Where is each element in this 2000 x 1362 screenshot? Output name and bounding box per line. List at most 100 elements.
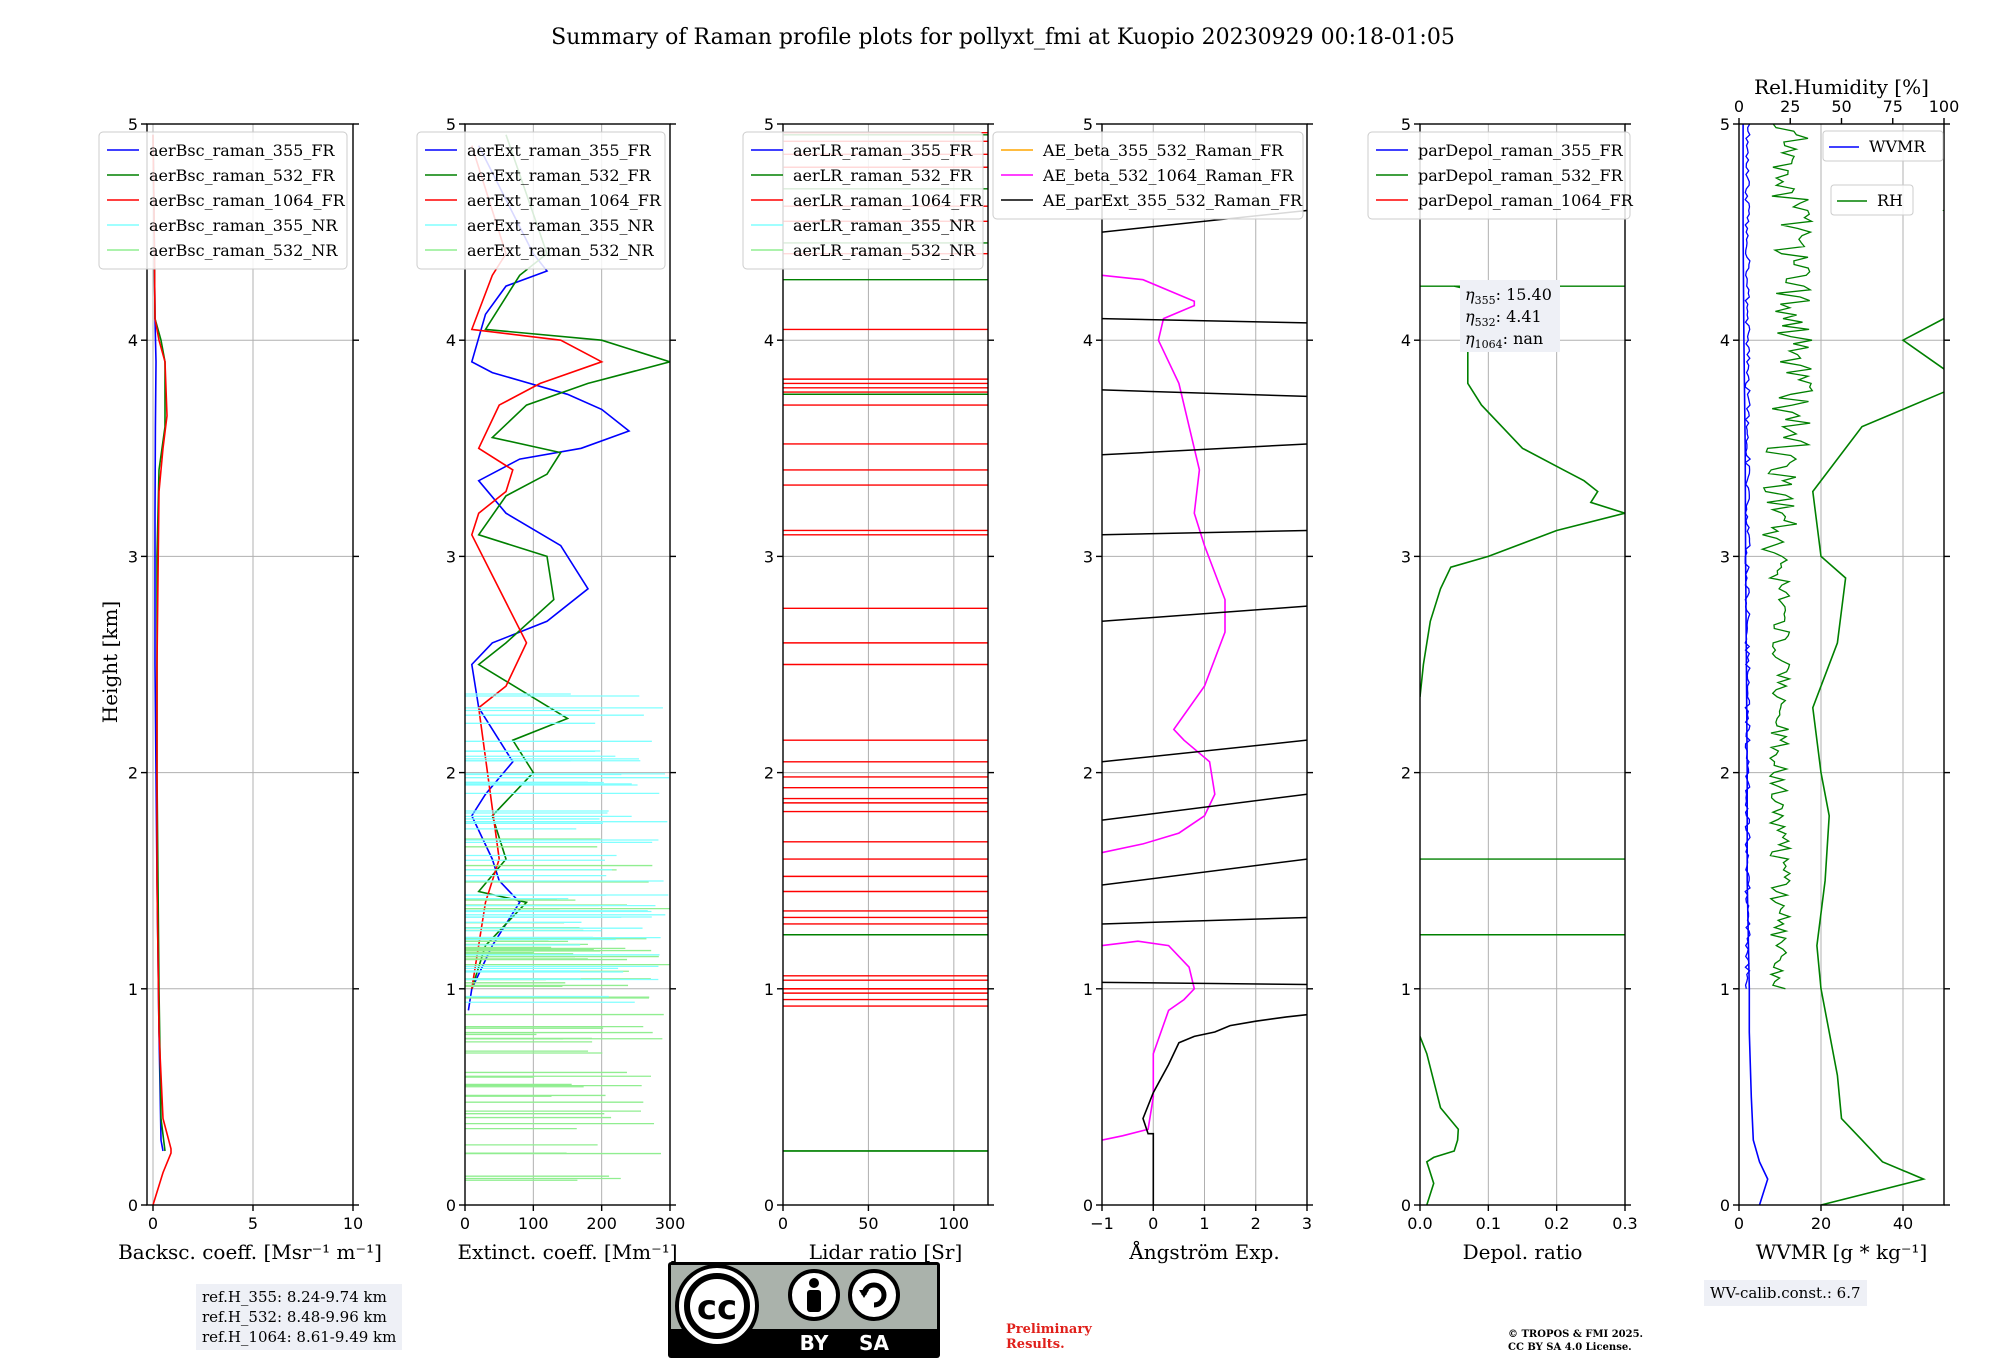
top-x-tick-label: 100 bbox=[1929, 97, 1960, 116]
legend-box bbox=[416, 131, 666, 270]
y-tick-label: 3 bbox=[128, 547, 138, 566]
panel-data-wv bbox=[1742, 124, 1944, 1205]
ref-h-532: ref.H_532: 8.48-9.96 km bbox=[202, 1308, 387, 1326]
panel-frame bbox=[146, 123, 354, 1206]
y-tick-label: 0 bbox=[1083, 1196, 1093, 1215]
legend-box bbox=[742, 131, 984, 270]
legend-label-aerExt_raman_532_NR: aerExt_raman_532_NR bbox=[467, 241, 655, 260]
legend-label-aerLR_raman_532_NR: aerLR_raman_532_NR bbox=[793, 241, 976, 260]
panel-data-lr bbox=[783, 131, 988, 1152]
y-tick-label: 2 bbox=[764, 764, 774, 783]
series-line-RH bbox=[1811, 209, 1944, 1205]
x-tick-label: 3 bbox=[1302, 1214, 1312, 1233]
x-tick-label: 0.0 bbox=[1407, 1214, 1432, 1233]
x-axis-label: Depol. ratio bbox=[1463, 1240, 1583, 1264]
y-tick-label: 5 bbox=[764, 115, 774, 134]
legend-label-aerExt_raman_532_FR: aerExt_raman_532_FR bbox=[467, 166, 652, 185]
y-tick-label: 0 bbox=[128, 1196, 138, 1215]
svg-text:SA: SA bbox=[859, 1331, 889, 1355]
legend-label-AE_beta_355_532_Raman_FR: AE_beta_355_532_Raman_FR bbox=[1042, 141, 1284, 160]
y-tick-label: 2 bbox=[1720, 764, 1730, 783]
y-tick-label: 0 bbox=[764, 1196, 774, 1215]
y-tick-label: 0 bbox=[1401, 1196, 1411, 1215]
legend-box bbox=[1367, 131, 1631, 220]
series-mark-AE-parExt bbox=[1102, 981, 1307, 986]
preliminary-line-1: Preliminary bbox=[1006, 1322, 1092, 1337]
legend-label-AE_beta_532_1064_Raman_FR: AE_beta_532_1064_Raman_FR bbox=[1042, 166, 1294, 185]
top-x-tick-label: 75 bbox=[1883, 97, 1903, 116]
series-line-RH-noise bbox=[1760, 124, 1814, 990]
y-tick-label: 4 bbox=[128, 331, 138, 350]
x-axis-label: Lidar ratio [Sr] bbox=[809, 1240, 963, 1264]
y-tick-label: 1 bbox=[1401, 980, 1411, 999]
series-line-aerExt_raman_355_FR bbox=[467, 145, 631, 1011]
series-mark-AE-parExt bbox=[1102, 739, 1307, 763]
y-tick-label: 4 bbox=[1720, 331, 1730, 350]
svg-text:cc: cc bbox=[697, 1288, 737, 1328]
series-line-AE_beta_532_1064_Raman_FR bbox=[1102, 940, 1196, 1141]
x-tick-label: 0.1 bbox=[1476, 1214, 1501, 1233]
series-line-parDepol_raman_532_FR bbox=[1420, 1036, 1460, 1205]
legend-label-parDepol_raman_532_FR: parDepol_raman_532_FR bbox=[1418, 166, 1624, 185]
x-tick-label: 0 bbox=[460, 1214, 470, 1233]
preliminary-results-note: Preliminary Results. bbox=[1006, 1322, 1092, 1352]
wv-calib-const: WV-calib.const.: 6.7 bbox=[1710, 1284, 1861, 1302]
legend-label-aerLR_raman_355_NR: aerLR_raman_355_NR bbox=[793, 216, 976, 235]
x-tick-label: 1 bbox=[1199, 1214, 1209, 1233]
y-tick-label: 5 bbox=[1720, 115, 1730, 134]
y-tick-label: 5 bbox=[446, 115, 456, 134]
legend-label-aerBsc_raman_532_NR: aerBsc_raman_532_NR bbox=[149, 241, 338, 260]
y-tick-label: 4 bbox=[1401, 331, 1411, 350]
series-line-aerExt_raman_1064_FR bbox=[470, 145, 604, 989]
figure-title: Summary of Raman profile plots for polly… bbox=[551, 25, 1455, 50]
y-tick-label: 3 bbox=[1401, 547, 1411, 566]
wv-calib-box: WV-calib.const.: 6.7 bbox=[1704, 1280, 1867, 1306]
y-tick-label: 5 bbox=[128, 115, 138, 134]
series-line-WVMR bbox=[1742, 124, 1769, 1205]
y-tick-label: 5 bbox=[1401, 115, 1411, 134]
x-tick-label: 0 bbox=[148, 1214, 158, 1233]
ref-h-355: ref.H_355: 8.24-9.74 km bbox=[202, 1288, 387, 1306]
legend-label-parDepol_raman_1064_FR: parDepol_raman_1064_FR bbox=[1418, 191, 1634, 210]
y-tick-label: 2 bbox=[446, 764, 456, 783]
series-mark-AE-parExt bbox=[1102, 605, 1307, 623]
x-tick-label: −1 bbox=[1090, 1214, 1114, 1233]
ref-h-1064: ref.H_1064: 8.61-9.49 km bbox=[202, 1328, 397, 1346]
preliminary-line-2: Results. bbox=[1006, 1337, 1065, 1352]
eta-532: η532: 4.41 bbox=[1465, 307, 1542, 329]
eta-box-bg bbox=[1460, 280, 1560, 352]
x-tick-label: 0.2 bbox=[1544, 1214, 1569, 1233]
legend-label-aerExt_raman_355_FR: aerExt_raman_355_FR bbox=[467, 141, 652, 160]
panel-data-ext bbox=[465, 134, 670, 1181]
legend-box bbox=[98, 131, 348, 270]
copyright-line-1: © TROPOS & FMI 2025. bbox=[1508, 1329, 1644, 1340]
legend-label-aerBsc_raman_1064_FR: aerBsc_raman_1064_FR bbox=[149, 191, 346, 210]
y-tick-label: 1 bbox=[446, 980, 456, 999]
reference-height-box: ref.H_355: 8.24-9.74 km ref.H_532: 8.48-… bbox=[196, 1284, 403, 1350]
x-axis-label: Extinct. coeff. [Mm⁻¹] bbox=[457, 1240, 677, 1264]
top-x-tick-label: 25 bbox=[1780, 97, 1800, 116]
legend-dep: parDepol_raman_355_FR parDepol_raman_532_… bbox=[1367, 131, 1634, 220]
legend-WVMR: WVMR bbox=[1822, 130, 1944, 162]
panel-ext: 0 1 2 3 4 5 0 100 200 300 Extinct. coeff. [Mm⁻¹] ae… bbox=[416, 115, 686, 1264]
y-tick-label: 1 bbox=[1083, 980, 1093, 999]
x-tick-label: 300 bbox=[655, 1214, 686, 1233]
eta-1064: η1064: nan bbox=[1465, 329, 1543, 351]
series-line-WVMR-noise bbox=[1744, 124, 1752, 989]
y-tick-label: 1 bbox=[1720, 980, 1730, 999]
top-axis-label: Rel.Humidity [%] bbox=[1754, 75, 1929, 99]
x-tick-label: 100 bbox=[518, 1214, 549, 1233]
panel-dep: 0 1 2 3 4 5 0.0 0.1 0.2 0.3 Depol. ratio parDepol_r… bbox=[1367, 115, 1638, 1264]
x-axis-label: Ångström Exp. bbox=[1128, 1239, 1279, 1264]
x-tick-label: 200 bbox=[586, 1214, 617, 1233]
y-tick-label: 4 bbox=[764, 331, 774, 350]
panel-frame bbox=[782, 123, 989, 1206]
y-tick-label: 1 bbox=[128, 980, 138, 999]
legend-label-aerLR_raman_1064_FR: aerLR_raman_1064_FR bbox=[793, 191, 983, 210]
x-tick-label: 0 bbox=[1148, 1214, 1158, 1233]
panel-data-bsc bbox=[152, 134, 172, 1205]
legend-label-aerBsc_raman_355_NR: aerBsc_raman_355_NR bbox=[149, 216, 338, 235]
